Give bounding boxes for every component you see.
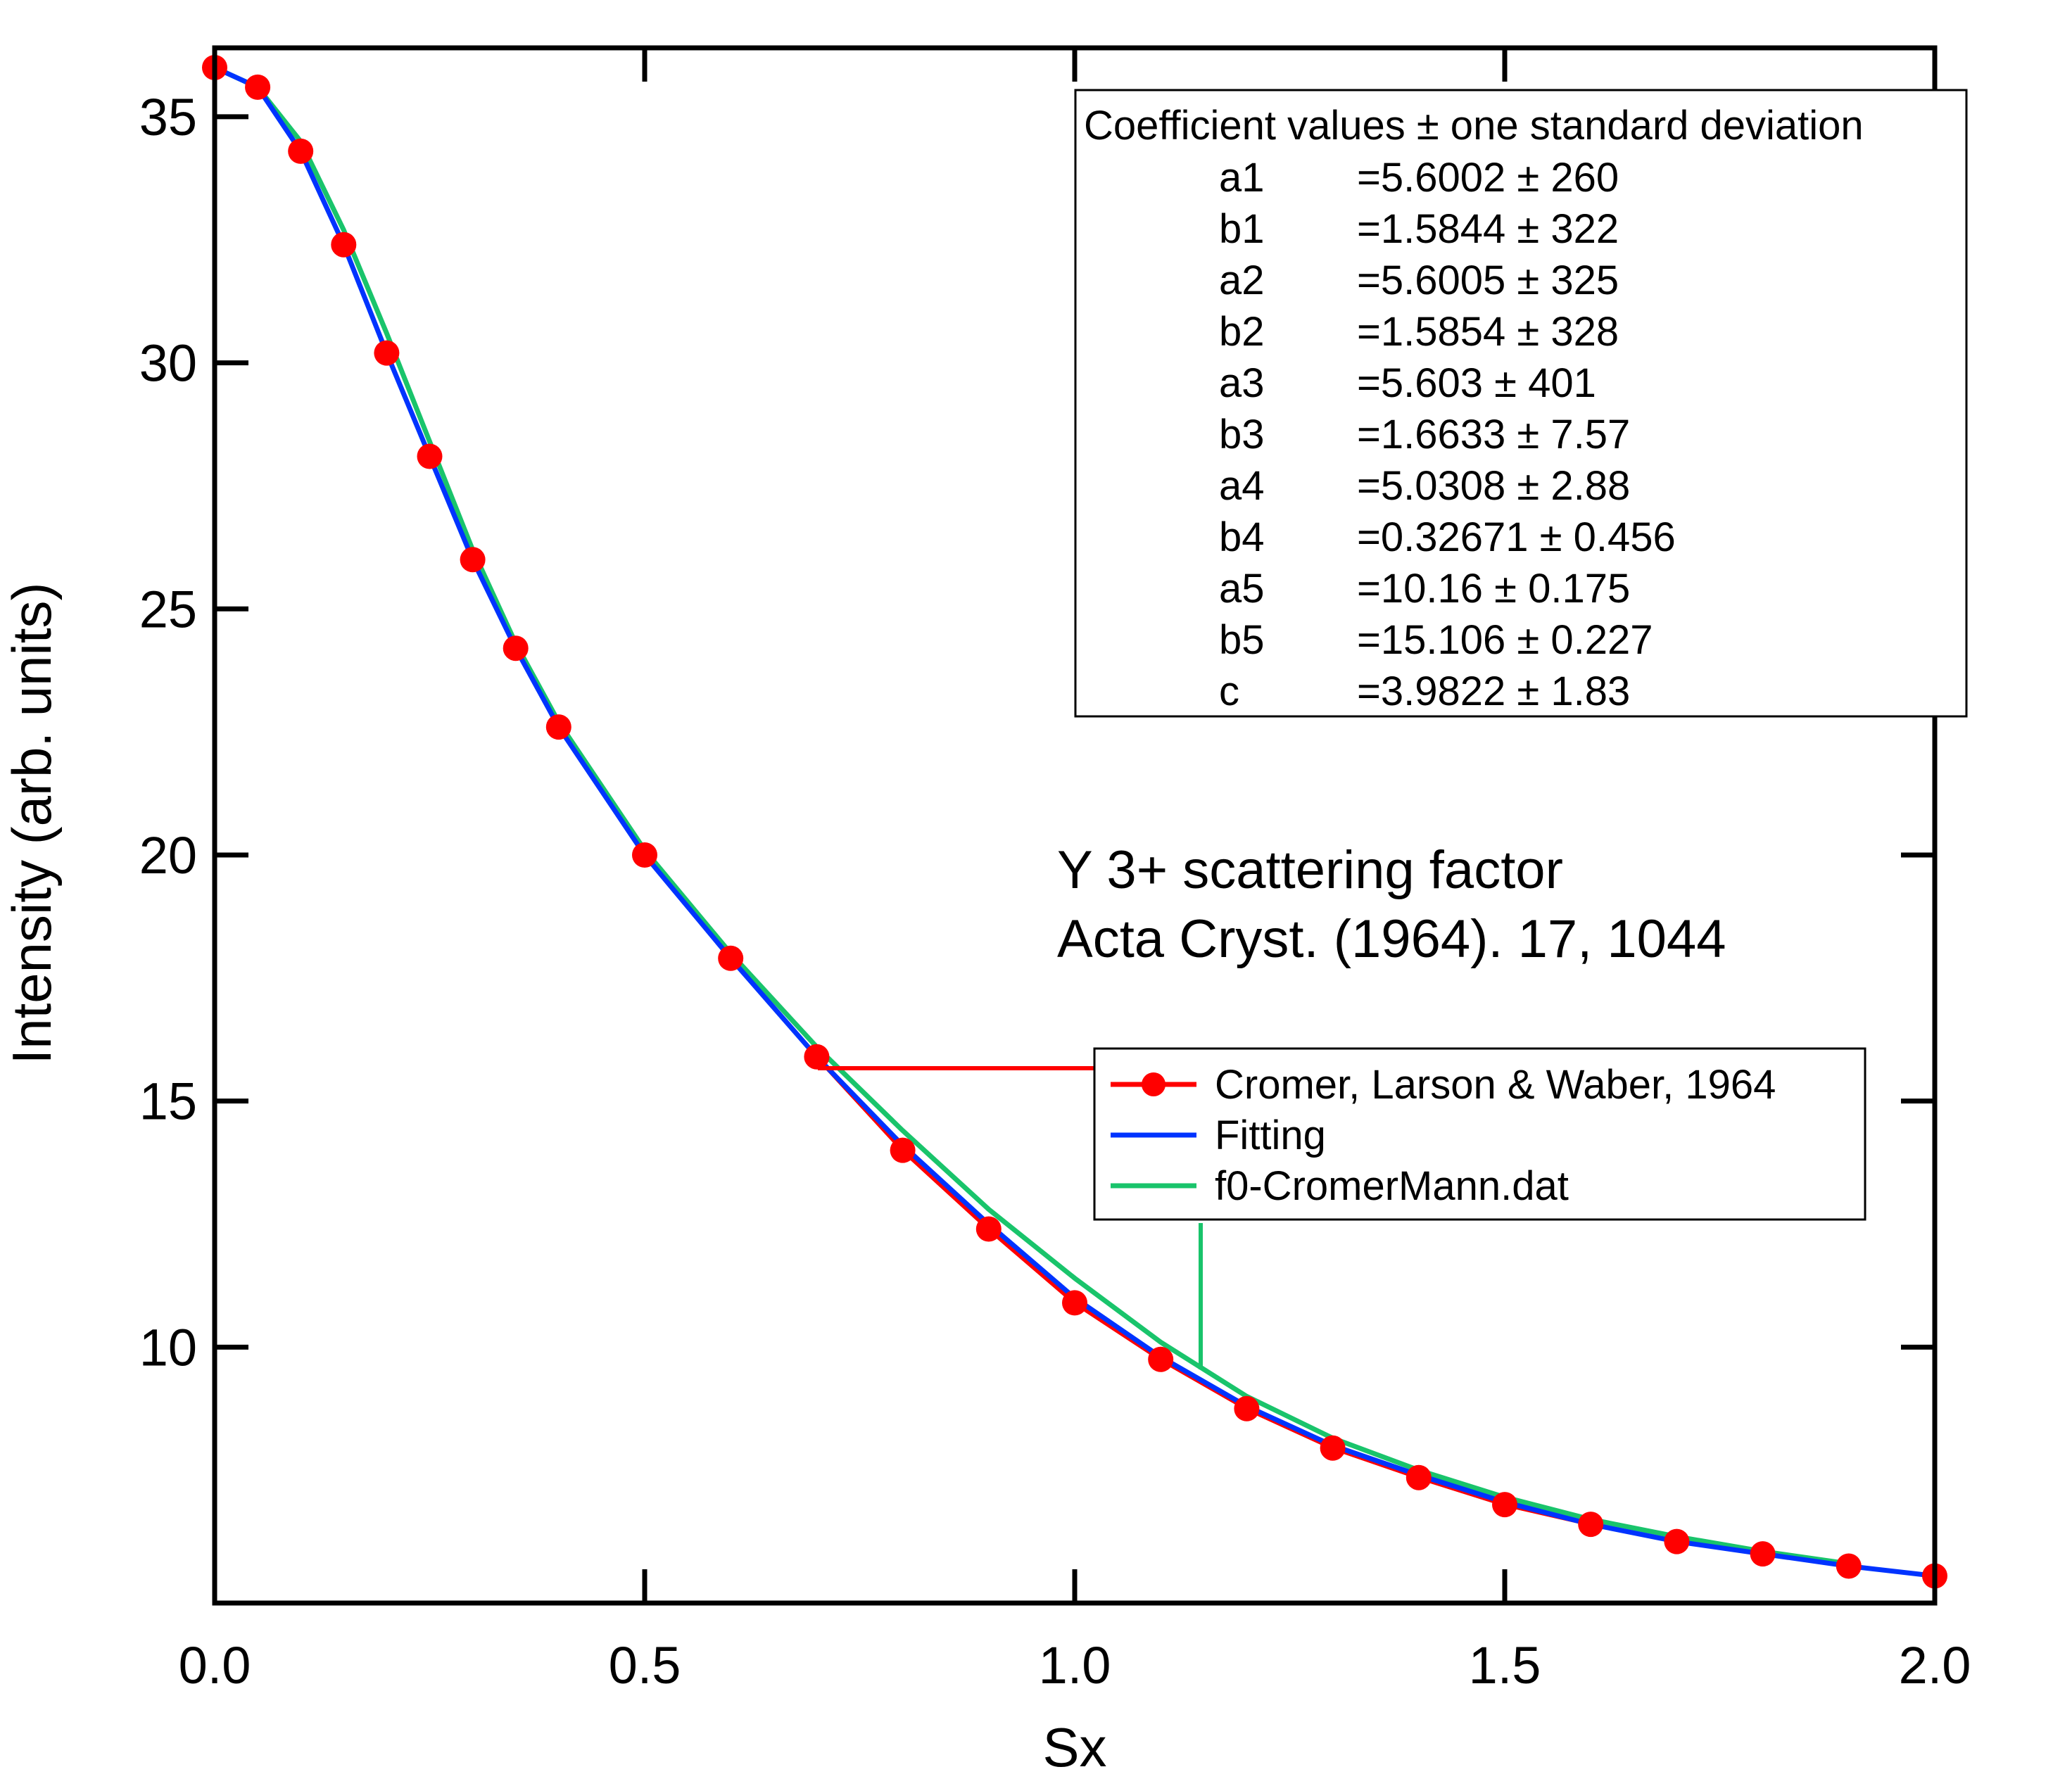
data-point (1148, 1346, 1174, 1372)
coefficient-value: =5.6002 ± 260 (1357, 155, 1619, 201)
y-axis-title: Intensity (arb. units) (1, 583, 63, 1065)
legend-label-fitting: Fitting (1215, 1113, 1326, 1158)
coefficient-name: a4 (1219, 463, 1265, 509)
coefficient-name: c (1219, 669, 1239, 714)
legend: Cromer, Larson & Waber, 1964 Fitting f0-… (1093, 1047, 1866, 1221)
coefficient-value: =1.5844 ± 322 (1357, 206, 1619, 252)
data-point (503, 635, 529, 661)
x-tick-label: 1.0 (1039, 1636, 1111, 1695)
coefficient-name: a1 (1219, 155, 1265, 201)
legend-marker-cromer (1142, 1072, 1166, 1096)
coefficient-name: b2 (1219, 309, 1265, 355)
x-tick-label: 0.0 (179, 1636, 251, 1695)
coefficient-box: Coefficient values ± one standard deviat… (1074, 89, 1968, 718)
coefficient-name: b5 (1219, 617, 1265, 663)
x-tick-label: 1.5 (1469, 1636, 1541, 1695)
data-point (417, 443, 443, 469)
data-point (1062, 1290, 1087, 1316)
coefficient-name: a5 (1219, 566, 1265, 612)
y-tick-label: 25 (139, 580, 197, 638)
coefficient-name: b3 (1219, 412, 1265, 457)
data-point (718, 945, 744, 971)
coefficient-value: =10.16 ± 0.175 (1357, 566, 1630, 612)
coefficient-rows: a1 =5.6002 ± 260 b1 =1.5844 ± 322 a2 =5.6005 … (1219, 155, 1676, 714)
y-tick-label: 20 (139, 826, 197, 885)
coefficient-box-title: Coefficient values ± one standard deviat… (1084, 103, 1864, 148)
data-point (1492, 1492, 1517, 1518)
data-point (1234, 1395, 1260, 1421)
y-tick-label: 30 (139, 334, 197, 393)
data-point (1836, 1553, 1862, 1579)
series-line-f0-cromermann-dat (212, 65, 1852, 1566)
coefficient-name: a3 (1219, 360, 1265, 406)
ticks-layer: 0.0 0.5 1.0 1.5 2.0 10 15 20 25 30 35 (139, 48, 1971, 1695)
coefficient-value: =5.6005 ± 325 (1357, 258, 1619, 303)
coefficient-value: =5.603 ± 401 (1357, 360, 1596, 406)
legend-label-cromer: Cromer, Larson & Waber, 1964 (1215, 1062, 1776, 1108)
annotation-line-1: Y 3+ scattering factor (1057, 840, 1563, 900)
coefficient-name: b4 (1219, 514, 1265, 560)
data-point (1320, 1435, 1346, 1461)
coefficient-value: =5.0308 ± 2.88 (1357, 463, 1630, 509)
data-point (1750, 1541, 1776, 1567)
data-point (1405, 1464, 1432, 1490)
data-point (331, 232, 357, 258)
x-tick-label: 0.5 (609, 1636, 681, 1695)
data-point (288, 138, 314, 164)
x-axis-title: Sx (1042, 1716, 1106, 1778)
coefficient-box-frame (1074, 89, 1968, 718)
legend-label-f0: f0-CromerMann.dat (1215, 1163, 1569, 1209)
data-point (632, 842, 657, 868)
legend-frame (1093, 1047, 1866, 1221)
y-tick-label: 15 (139, 1072, 197, 1131)
annotation-line-2: Acta Cryst. (1964). 17, 1044 (1057, 909, 1726, 969)
coefficient-name: a2 (1219, 258, 1265, 303)
data-point (374, 340, 400, 366)
data-point (460, 547, 486, 573)
coefficient-value: =15.106 ± 0.227 (1357, 617, 1653, 663)
y-tick-label: 10 (139, 1318, 197, 1376)
data-point (545, 714, 571, 740)
coefficient-name: b1 (1219, 206, 1265, 252)
coefficient-value: =0.32671 ± 0.456 (1357, 514, 1676, 560)
data-point (1578, 1512, 1604, 1538)
x-tick-label: 2.0 (1899, 1636, 1971, 1695)
data-point (245, 74, 271, 100)
data-point (1664, 1528, 1690, 1554)
data-point (975, 1216, 1002, 1242)
coefficient-value: =1.6633 ± 7.57 (1357, 412, 1630, 457)
series-layer (202, 55, 1947, 1589)
coefficient-value: =3.9822 ± 1.83 (1357, 669, 1630, 714)
y-tick-label: 35 (139, 88, 197, 146)
data-point (804, 1044, 830, 1070)
coefficient-value: =1.5854 ± 328 (1357, 309, 1619, 355)
data-point (890, 1137, 916, 1163)
